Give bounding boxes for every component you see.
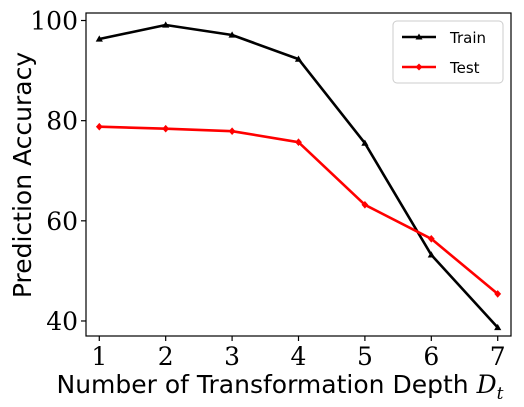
y-tick-label: 80 bbox=[46, 107, 78, 136]
train-data-point bbox=[494, 323, 502, 331]
axis-ticks: 1 2 3 4 5 6 7 40 60 80 100 bbox=[30, 7, 505, 371]
legend-test-label: Test bbox=[449, 59, 480, 77]
y-tick-label: 40 bbox=[46, 307, 78, 336]
x-axis-title-symbol: D bbox=[476, 370, 497, 399]
y-tick-label: 60 bbox=[46, 207, 78, 236]
test-data-point bbox=[95, 122, 103, 131]
legend-box bbox=[392, 20, 504, 84]
x-tick-label: 2 bbox=[158, 342, 174, 371]
test-data-point bbox=[162, 124, 170, 133]
x-tick-label: 1 bbox=[91, 342, 107, 371]
legend: Train Test bbox=[392, 20, 504, 84]
x-axis-title-text: Number of Transformation Depth bbox=[57, 370, 469, 399]
x-tick-label: 7 bbox=[490, 342, 506, 371]
x-tick-label: 4 bbox=[291, 342, 307, 371]
test-series-line bbox=[99, 125, 499, 295]
series-layer bbox=[95, 21, 502, 331]
x-tick-label: 6 bbox=[423, 342, 439, 371]
y-tick-label: 100 bbox=[30, 7, 78, 36]
y-axis-title: Prediction Accuracy bbox=[8, 52, 37, 298]
x-tick-label: 5 bbox=[357, 342, 373, 371]
train-data-point bbox=[361, 139, 369, 146]
x-tick-label: 3 bbox=[224, 342, 240, 371]
test-data-point bbox=[361, 201, 369, 209]
train-data-point bbox=[95, 35, 103, 42]
train-data-point bbox=[427, 251, 435, 258]
train-data-point bbox=[228, 31, 236, 38]
test-data-point bbox=[494, 290, 502, 298]
x-axis-title-subscript: t bbox=[497, 384, 504, 404]
legend-test-marker bbox=[415, 63, 423, 71]
legend-train-marker bbox=[415, 33, 423, 40]
train-data-point bbox=[294, 55, 303, 62]
x-axis-title: Number of Transformation Depth Dt bbox=[57, 370, 504, 404]
test-data-point bbox=[427, 235, 435, 243]
test-data-point bbox=[228, 127, 236, 135]
test-data-point bbox=[295, 138, 302, 146]
legend-train-label: Train bbox=[449, 29, 486, 47]
train-data-point bbox=[162, 21, 170, 28]
